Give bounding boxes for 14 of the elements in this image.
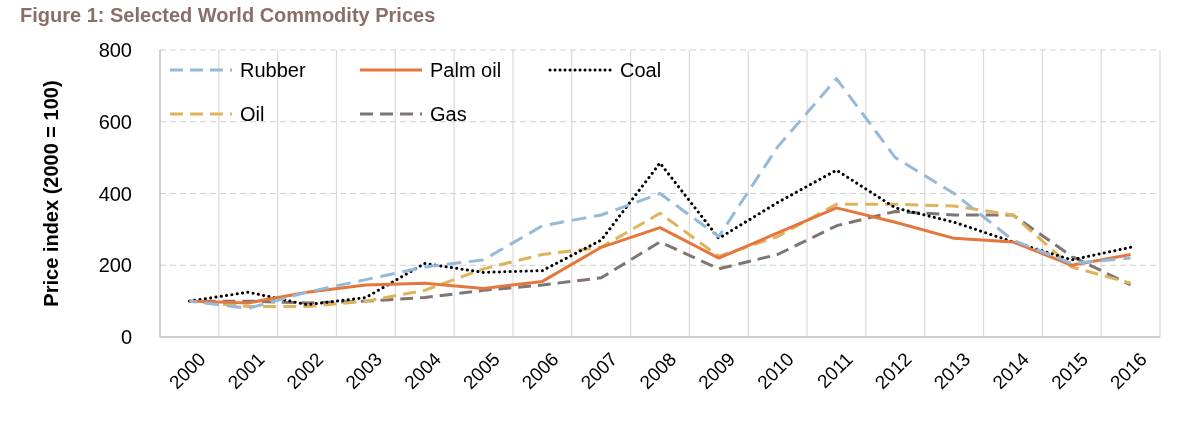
legend-label: Palm oil — [430, 59, 502, 81]
y-tick-label: 0 — [120, 326, 132, 348]
chart-title: Figure 1: Selected World Commodity Prices — [20, 4, 436, 26]
y-tick-label: 800 — [98, 39, 132, 61]
legend-label: Rubber — [240, 59, 306, 81]
y-tick-label: 400 — [98, 182, 132, 205]
y-tick-label: 600 — [98, 110, 132, 133]
legend-label: Gas — [430, 103, 467, 125]
legend-label: Coal — [620, 59, 662, 81]
y-axis-title: Price index (2000 = 100) — [40, 80, 62, 307]
line-series — [187, 161, 1133, 307]
legend-label: Oil — [240, 103, 265, 125]
y-tick-label: 200 — [98, 254, 132, 277]
line-series — [187, 77, 1133, 310]
